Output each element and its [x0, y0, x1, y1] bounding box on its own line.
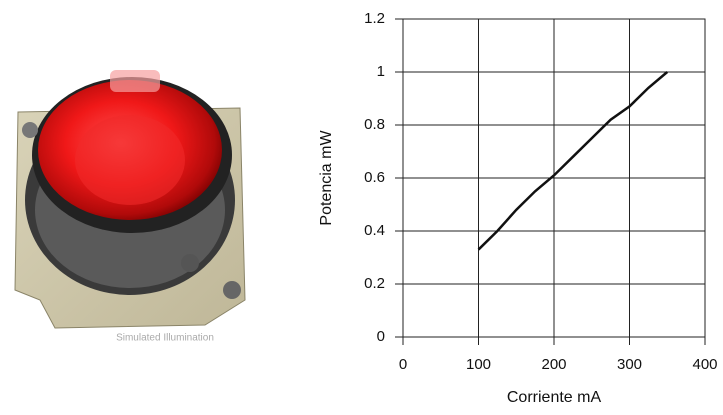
data-line	[479, 72, 668, 250]
y-tick-label: 0.6	[364, 169, 385, 186]
y-tick-label: 0.4	[364, 222, 385, 239]
y-tick-label: 1.2	[364, 10, 385, 27]
screen: Simulated Illumination 0 0.2 0.4 0.6 0.8 1 1.2…	[0, 0, 723, 415]
photo-caption: Simulated Illumination	[116, 333, 214, 344]
x-tick-label: 200	[541, 356, 566, 373]
y-tick-label: 0.8	[364, 116, 385, 133]
led-photo: Simulated Illumination	[15, 70, 245, 344]
x-tick-label: 300	[617, 356, 642, 373]
y-tick-label: 1	[377, 63, 385, 80]
x-axis-label: Corriente mA	[507, 389, 602, 406]
x-tick-label: 100	[466, 356, 491, 373]
y-tick-label: 0.2	[364, 275, 385, 292]
chart: 0 0.2 0.4 0.6 0.8 1 1.2 0 100 200 300 400 Corriente …	[318, 10, 717, 406]
y-tick-label: 0	[377, 328, 385, 345]
x-tick-label: 0	[399, 356, 407, 373]
x-tick-label: 400	[692, 356, 717, 373]
page: Simulated Illumination 0 0.2 0.4 0.6 0.8 1 1.2…	[0, 0, 723, 415]
y-axis-label: Potencia mW	[318, 130, 335, 226]
